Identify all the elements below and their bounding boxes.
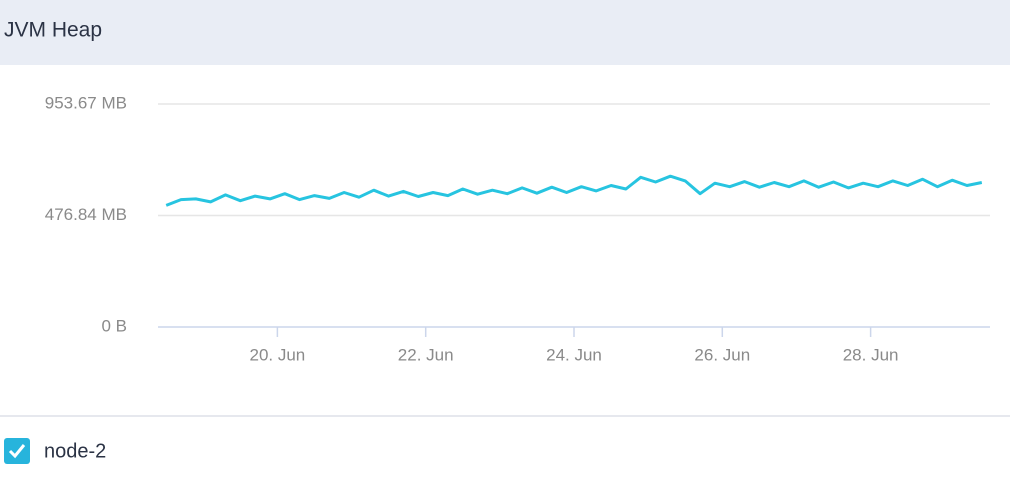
legend-label[interactable]: node-2 [44, 440, 106, 462]
x-tick-label: 22. Jun [398, 345, 454, 364]
x-tick-label: 26. Jun [694, 345, 750, 364]
checkbox[interactable] [4, 438, 30, 464]
x-tick-label: 20. Jun [250, 345, 306, 364]
panel-title: JVM Heap [4, 19, 102, 42]
check-icon [8, 444, 26, 459]
x-tick-label: 28. Jun [843, 345, 899, 364]
y-tick-label: 0 B [101, 316, 127, 335]
y-tick-label: 953.67 MB [45, 93, 127, 112]
series-line [165, 174, 983, 207]
legend-item[interactable]: node-2 [4, 438, 106, 464]
y-tick-label: 476.84 MB [45, 205, 127, 224]
x-tick-label: 24. Jun [546, 345, 602, 364]
header [0, 0, 1010, 65]
